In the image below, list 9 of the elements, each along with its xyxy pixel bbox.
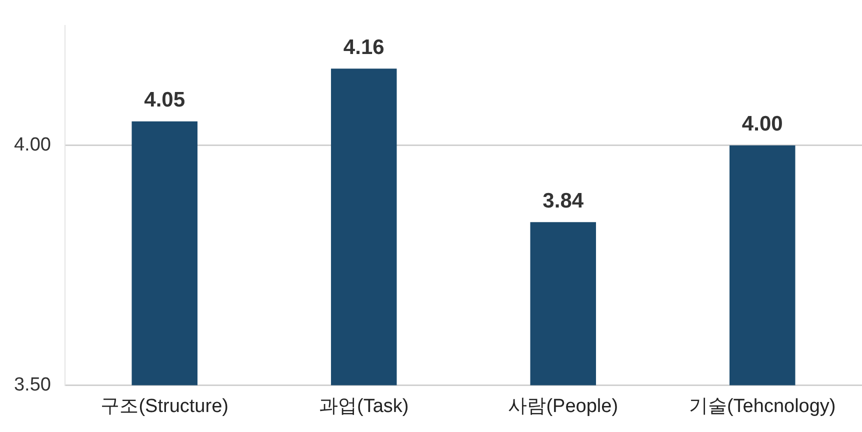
x-tick-label: 기술(Tehcnology)	[688, 396, 836, 417]
x-tick-label: 구조(Structure)	[100, 396, 228, 417]
x-tick-label: 사람(People)	[508, 396, 618, 417]
data-label: 4.05	[144, 88, 186, 112]
data-label: 4.00	[742, 112, 783, 136]
x-tick-label: 과업(Task)	[318, 396, 409, 417]
data-label: 3.84	[542, 189, 584, 212]
y-tick-label: 3.50	[14, 374, 51, 396]
data-label: 4.16	[343, 36, 384, 59]
